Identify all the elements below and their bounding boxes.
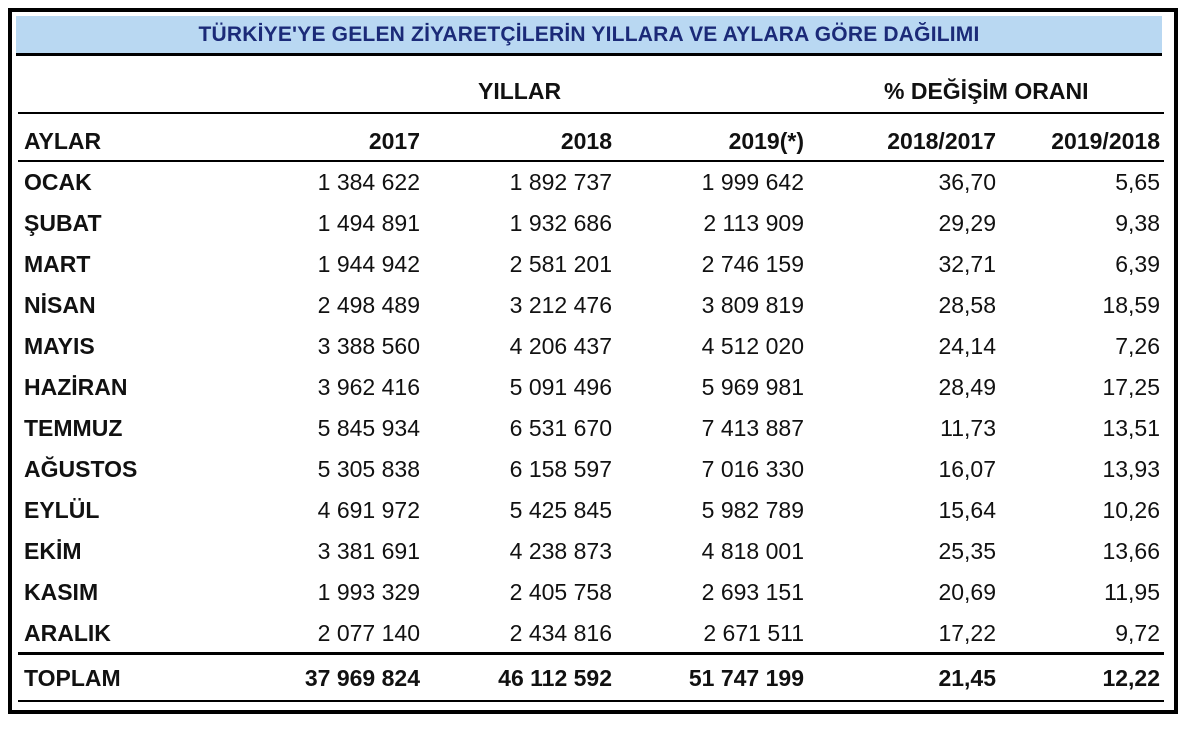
cell-y2017: 1 993 329	[317, 579, 420, 605]
cell-month: AĞUSTOS	[24, 456, 138, 482]
cell-y2018: 5 425 845	[509, 497, 612, 523]
cell-chg-2018-2017: 36,70	[938, 169, 996, 195]
cell-y2017: 5 845 934	[317, 415, 420, 441]
cell-y2018: 4 206 437	[509, 333, 612, 359]
cell-y2017: 5 305 838	[317, 456, 420, 482]
cell-y2019: 5 982 789	[701, 497, 804, 523]
cell-y2018: 2 434 816	[509, 620, 612, 646]
cell-y2017: 3 962 416	[317, 374, 420, 400]
cell-month: ŞUBAT	[24, 210, 102, 236]
cell-chg-2018-2017: 15,64	[938, 497, 996, 523]
cell-chg-2019-2018: 13,66	[1102, 538, 1160, 564]
cell-y2019: 2 693 151	[701, 579, 804, 605]
cell-chg-2018-2017: 25,35	[938, 538, 996, 564]
cell-y2017: 3 388 560	[317, 333, 420, 359]
cell-month: MART	[24, 251, 91, 277]
cell-month: KASIM	[24, 579, 99, 605]
column-header-y2019: 2019(*)	[728, 128, 804, 154]
cell-y2019: 2 671 511	[703, 620, 804, 646]
cell-chg-2018-2017: 28,49	[938, 374, 996, 400]
cell-chg-2019-2018: 6,39	[1115, 251, 1160, 277]
cell-y2017: 2 498 489	[317, 292, 420, 318]
cell-month: MAYIS	[24, 333, 95, 359]
cell-y2019: 4 818 001	[701, 538, 804, 564]
total-y2019: 51 747 199	[688, 665, 804, 691]
cell-chg-2019-2018: 13,93	[1102, 456, 1160, 482]
group-header-divider	[18, 112, 1164, 114]
cell-y2019: 2 746 159	[701, 251, 804, 277]
cell-y2018: 1 892 737	[509, 169, 612, 195]
total-chg-2019-2018: 12,22	[1102, 665, 1160, 691]
cell-y2019: 1 999 642	[701, 169, 804, 195]
cell-chg-2019-2018: 10,26	[1102, 497, 1160, 523]
cell-month: ARALIK	[24, 620, 111, 646]
cell-y2017: 1 494 891	[317, 210, 420, 236]
cell-chg-2019-2018: 7,26	[1115, 333, 1160, 359]
column-header-y2017: 2017	[368, 128, 420, 154]
column-header-chg-2019-2018: 2019/2018	[1051, 128, 1160, 154]
column-header-chg-2018-2017: 2018/2017	[887, 128, 996, 154]
cell-y2018: 2 581 201	[509, 251, 612, 277]
cell-y2018: 2 405 758	[509, 579, 612, 605]
cell-y2017: 3 381 691	[317, 538, 420, 564]
cell-y2019: 2 113 909	[703, 210, 804, 236]
total-y2017: 37 969 824	[304, 665, 420, 691]
cell-chg-2019-2018: 9,72	[1115, 620, 1160, 646]
cell-y2018: 4 238 873	[509, 538, 612, 564]
cell-chg-2018-2017: 17,22	[938, 620, 996, 646]
total-divider	[18, 652, 1164, 655]
cell-month: EKİM	[24, 538, 82, 564]
cell-chg-2019-2018: 17,25	[1102, 374, 1160, 400]
cell-chg-2019-2018: 13,51	[1102, 415, 1160, 441]
cell-chg-2018-2017: 20,69	[938, 579, 996, 605]
cell-y2018: 6 531 670	[509, 415, 612, 441]
total-month: TOPLAM	[24, 665, 121, 691]
cell-y2017: 4 691 972	[317, 497, 420, 523]
cell-y2017: 2 077 140	[317, 620, 420, 646]
title-bar: TÜRKİYE'YE GELEN ZİYARETÇİLERİN YILLARA …	[16, 16, 1162, 56]
cell-chg-2018-2017: 29,29	[938, 210, 996, 236]
cell-month: NİSAN	[24, 292, 96, 318]
cell-chg-2018-2017: 24,14	[938, 333, 996, 359]
cell-chg-2019-2018: 18,59	[1102, 292, 1160, 318]
group-header-years: YILLAR	[478, 78, 562, 104]
cell-y2019: 7 413 887	[701, 415, 804, 441]
cell-y2019: 4 512 020	[701, 333, 804, 359]
cell-y2019: 5 969 981	[701, 374, 804, 400]
cell-chg-2018-2017: 28,58	[938, 292, 996, 318]
table-frame	[8, 8, 1178, 714]
cell-y2017: 1 944 942	[317, 251, 420, 277]
cell-y2019: 7 016 330	[701, 456, 804, 482]
cell-month: OCAK	[24, 169, 92, 195]
cell-chg-2019-2018: 11,95	[1104, 579, 1160, 605]
cell-y2018: 1 932 686	[509, 210, 612, 236]
table-bottom-border	[18, 700, 1164, 702]
cell-chg-2019-2018: 9,38	[1115, 210, 1160, 236]
cell-month: TEMMUZ	[24, 415, 123, 441]
column-header-y2018: 2018	[560, 128, 612, 154]
cell-chg-2018-2017: 32,71	[938, 251, 996, 277]
cell-chg-2018-2017: 11,73	[940, 415, 996, 441]
total-y2018: 46 112 592	[498, 665, 612, 691]
cell-y2018: 6 158 597	[509, 456, 612, 482]
cell-month: HAZİRAN	[24, 374, 128, 400]
table-title: TÜRKİYE'YE GELEN ZİYARETÇİLERİN YILLARA …	[198, 22, 980, 46]
cell-y2019: 3 809 819	[701, 292, 804, 318]
cell-y2018: 3 212 476	[509, 292, 612, 318]
group-header-change: % DEĞİŞİM ORANI	[884, 78, 1089, 104]
total-chg-2018-2017: 21,45	[938, 665, 996, 691]
cell-month: EYLÜL	[24, 497, 100, 523]
cell-y2017: 1 384 622	[317, 169, 420, 195]
column-header-divider	[18, 160, 1164, 162]
cell-y2018: 5 091 496	[509, 374, 612, 400]
cell-chg-2019-2018: 5,65	[1115, 169, 1160, 195]
cell-chg-2018-2017: 16,07	[938, 456, 996, 482]
column-header-month: AYLAR	[24, 128, 102, 154]
